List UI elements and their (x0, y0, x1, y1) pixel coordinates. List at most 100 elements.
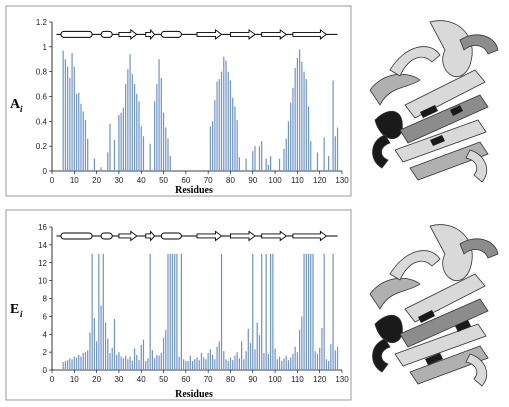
data-bar (330, 344, 332, 370)
data-bar (303, 253, 305, 370)
data-bar (71, 359, 73, 370)
data-bar (145, 361, 147, 370)
data-bar (73, 66, 75, 171)
data-bar (98, 253, 100, 370)
strand-arrow-glyph (292, 29, 328, 40)
ribbon-highlight (455, 320, 471, 332)
data-bar (109, 353, 111, 370)
data-bar (290, 357, 292, 370)
data-bar (113, 319, 116, 370)
ribbon-segment (369, 73, 421, 106)
ribbon-segment (372, 134, 391, 169)
data-bar (167, 138, 169, 171)
data-bar (120, 112, 122, 171)
data-bar (62, 361, 64, 370)
data-bar (158, 59, 160, 171)
ribbon-segment (389, 46, 441, 77)
data-bar (149, 253, 151, 370)
data-bar (71, 53, 73, 171)
ribbon-segment (404, 69, 486, 119)
data-bar (205, 359, 207, 370)
data-bar (200, 353, 203, 370)
strand-arrow-glyph (145, 28, 156, 41)
data-bar (223, 56, 225, 172)
data-bar (82, 353, 84, 370)
data-bar (187, 361, 189, 370)
data-bar (299, 49, 301, 171)
data-bar (133, 84, 136, 171)
data-bar (118, 115, 120, 171)
x-tick-label: 90 (248, 176, 257, 185)
data-bar (225, 359, 227, 370)
data-bar (303, 71, 305, 171)
data-bar (160, 353, 162, 370)
data-bar (328, 361, 330, 370)
data-bar (127, 69, 129, 171)
y-tick-label: 0 (43, 167, 48, 176)
data-bar (151, 350, 153, 370)
data-bar (216, 81, 218, 171)
data-bar (325, 359, 327, 370)
ribbon-segment (459, 34, 499, 55)
chart-bottom: E i Residues 0 2 4 6 8 10 12 14 16 0 10 20 30 40 50 60 7… (10, 223, 349, 400)
data-bar (310, 253, 312, 370)
x-tick-label: 10 (70, 375, 79, 384)
x-tick-label: 80 (226, 176, 235, 185)
data-bar (142, 339, 145, 370)
data-bar (218, 341, 220, 370)
x-tick-label: 70 (204, 375, 213, 384)
data-bar (292, 87, 294, 171)
x-tick-label: 110 (291, 375, 304, 384)
data-bar (274, 348, 276, 370)
data-bar (125, 355, 127, 370)
data-bar (336, 127, 339, 171)
ribbon-segment (429, 224, 473, 281)
data-bar (270, 253, 272, 370)
data-bar (62, 50, 64, 171)
y-axis-label-sub-top: i (20, 104, 23, 114)
data-bar (96, 341, 98, 370)
data-bar (258, 335, 261, 370)
y-tick-label: 6 (43, 312, 48, 321)
helix-glyph (100, 30, 113, 38)
data-bar (207, 353, 209, 370)
data-bar (245, 351, 247, 370)
data-bar (296, 58, 298, 172)
strand-arrow-glyph (145, 230, 156, 242)
ribbon-segment (409, 141, 489, 181)
x-tick-label: 40 (137, 375, 146, 384)
y-tick-label: 8 (43, 295, 48, 304)
x-tick-label: 0 (50, 375, 55, 384)
data-bar (180, 253, 182, 370)
data-bar (265, 253, 267, 370)
data-bar (252, 253, 254, 370)
data-bar (212, 121, 214, 171)
data-bar (136, 354, 138, 370)
data-bar (256, 322, 258, 370)
ribbon-segment (399, 94, 489, 144)
data-bar (131, 74, 133, 171)
data-bar (67, 66, 69, 171)
data-bar (245, 158, 247, 171)
data-bar (120, 356, 122, 370)
data-bar (122, 358, 124, 370)
data-bar (214, 359, 216, 370)
y-tick-label: 0.6 (36, 93, 48, 102)
y-axis-label-sub-bottom: i (20, 309, 23, 319)
data-bar (138, 360, 140, 370)
data-bar (238, 157, 240, 171)
data-bar (174, 253, 176, 370)
data-bar (296, 352, 298, 370)
data-bar (272, 253, 274, 370)
data-bar (258, 146, 261, 171)
data-bar (265, 158, 267, 171)
y-axis-label-top: A (10, 97, 21, 112)
data-bar (116, 354, 118, 370)
data-bar (122, 107, 124, 171)
data-bar (178, 356, 180, 370)
data-bar (209, 349, 211, 370)
x-tick-label: 10 (70, 176, 79, 185)
data-bar (283, 358, 285, 370)
data-bar (261, 141, 263, 171)
data-bar (154, 101, 156, 171)
